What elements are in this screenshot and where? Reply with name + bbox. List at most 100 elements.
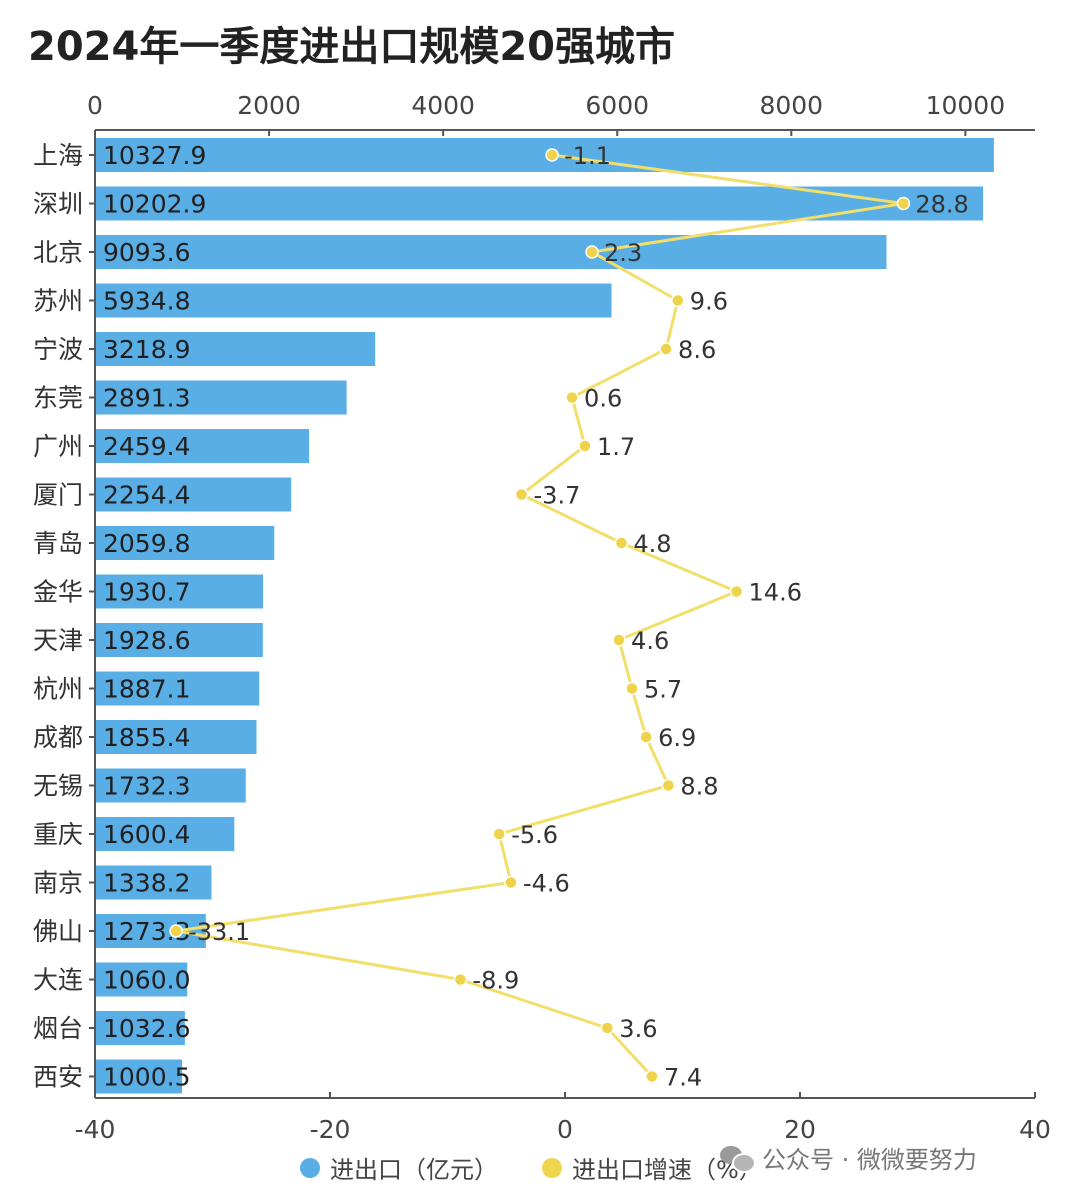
bar <box>95 865 212 900</box>
category-label: 西安 <box>33 1063 83 1092</box>
growth-point <box>492 827 506 841</box>
line-series: -1.1 28.8 2.3 9.6 8.6 0.6 1.7 -3.7 4.8 14.6 4.6 5.7… <box>169 142 969 1092</box>
category-label: 无锡 <box>33 772 83 801</box>
growth-point <box>645 1069 659 1084</box>
growth-value-label: 5.7 <box>644 676 682 704</box>
bar <box>95 235 887 269</box>
growth-value-label: -3.7 <box>534 482 581 510</box>
bottom-axis-tick-label: 40 <box>1019 1115 1051 1144</box>
bar <box>95 477 292 512</box>
bar <box>95 623 263 657</box>
watermark: 公众号 · 微微要努力 <box>720 1140 977 1175</box>
growth-point <box>453 972 468 987</box>
growth-point <box>661 778 676 793</box>
wechat-icon <box>720 1144 756 1173</box>
growth-value-label: -4.6 <box>523 870 570 898</box>
bar-value-label: 2254.4 <box>103 481 190 510</box>
bar-value-label: 9093.6 <box>103 238 190 267</box>
bar <box>95 671 260 706</box>
bar-value-label: 5934.8 <box>103 287 190 316</box>
category-label: 佛山 <box>33 917 83 946</box>
growth-point <box>565 390 579 405</box>
chart-title: 2024年一季度进出口规模20强城市 <box>28 24 675 70</box>
bar-value-label: 1000.5 <box>103 1063 190 1092</box>
bar <box>95 720 257 754</box>
growth-point <box>614 536 629 550</box>
bar <box>95 332 376 366</box>
category-label: 青岛 <box>33 529 83 558</box>
bar <box>95 526 275 560</box>
growth-point <box>612 633 626 647</box>
growth-point <box>896 196 911 211</box>
growth-line <box>174 153 905 1078</box>
bar-value-label: 1928.6 <box>103 626 190 655</box>
growth-point <box>659 342 673 356</box>
growth-value-label: 6.9 <box>658 724 696 752</box>
bar-value-label: 1338.2 <box>103 869 190 898</box>
category-label: 广州 <box>33 432 83 461</box>
category-label: 成都 <box>33 723 83 752</box>
growth-point <box>600 1021 615 1035</box>
bottom-axis: -40 -20 0 20 40 <box>75 1092 1051 1144</box>
legend-bar-label: 进出口（亿元） <box>330 1156 498 1184</box>
bottom-axis-tick-label: -20 <box>310 1115 351 1144</box>
bar-value-label: 2059.8 <box>103 529 190 558</box>
bar <box>95 768 246 803</box>
bar <box>95 1011 185 1045</box>
category-label: 重庆 <box>33 820 83 849</box>
category-label: 宁波 <box>33 335 83 364</box>
growth-point <box>625 681 639 696</box>
category-label: 东莞 <box>33 384 83 413</box>
growth-value-label: 7.4 <box>664 1064 702 1092</box>
growth-value-label: 14.6 <box>749 579 802 607</box>
bar-value-label: 1060.0 <box>103 966 190 995</box>
category-label: 南京 <box>33 869 83 898</box>
bar-value-label: 2891.3 <box>103 384 190 413</box>
growth-value-label: 9.6 <box>690 288 728 316</box>
growth-point <box>639 730 653 744</box>
top-axis-tick-label: 2000 <box>237 91 301 120</box>
bar-value-label: 10327.9 <box>103 141 206 170</box>
growth-value-label: 1.7 <box>597 433 635 461</box>
category-label: 天津 <box>33 626 83 655</box>
bottom-axis-tick-label: 0 <box>557 1115 573 1144</box>
legend-item-bar[interactable]: 进出口（亿元） <box>300 1150 498 1185</box>
legend-bar-swatch <box>300 1157 320 1178</box>
category-label: 烟台 <box>33 1014 83 1043</box>
top-axis-tick-label: 10000 <box>926 91 1006 120</box>
bar-series: 10327.9 10202.9 9093.6 5934.8 3218.9 2891.3 24… <box>95 138 994 1094</box>
growth-value-label: 3.6 <box>619 1015 657 1043</box>
legend: 进出口（亿元） 进出口增速（%） <box>300 1150 793 1185</box>
growth-value-label: 8.6 <box>678 336 716 364</box>
growth-value-label: -1.1 <box>564 142 611 170</box>
category-label: 厦门 <box>33 481 83 510</box>
category-label: 北京 <box>33 238 83 267</box>
bar-value-label: 1887.1 <box>103 675 190 704</box>
growth-point <box>578 439 592 453</box>
bar-value-label: 10202.9 <box>103 190 206 219</box>
bar-value-label: 3218.9 <box>103 335 190 364</box>
growth-value-label: 0.6 <box>584 385 622 413</box>
category-label: 大连 <box>33 966 83 995</box>
top-axis-tick-label: 6000 <box>585 91 649 120</box>
top-axis: 0 2000 4000 6000 8000 10000 <box>87 91 1035 136</box>
legend-line-swatch <box>542 1157 562 1178</box>
growth-value-label: -8.9 <box>472 967 519 995</box>
top-axis-tick-label: 8000 <box>759 91 823 120</box>
growth-value-label: 4.8 <box>633 530 671 558</box>
growth-value-label: 2.3 <box>604 239 642 267</box>
category-label: 杭州 <box>33 675 83 704</box>
bar-value-label: 1600.4 <box>103 820 190 849</box>
bar-value-label: 1732.3 <box>103 772 190 801</box>
growth-value-label: -33.1 <box>188 918 250 946</box>
bar <box>95 186 984 221</box>
category-label: 金华 <box>33 578 83 607</box>
bar-value-label: 1855.4 <box>103 723 190 752</box>
growth-point <box>729 584 744 599</box>
bar <box>95 962 188 997</box>
growth-value-label: 8.8 <box>680 773 718 801</box>
growth-point <box>585 245 599 259</box>
bar <box>95 380 347 415</box>
bar <box>95 1059 183 1094</box>
